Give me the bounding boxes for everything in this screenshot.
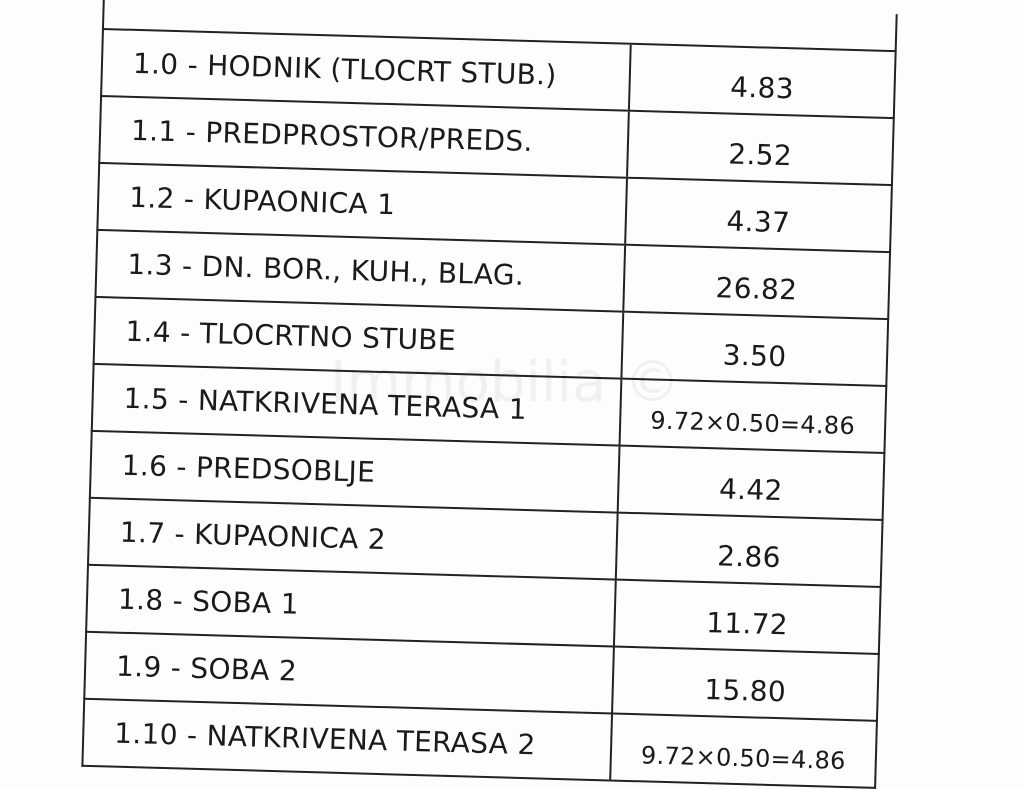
- room-name: 1.5 - NATKRIVENA TERASA 1: [92, 364, 623, 445]
- room-name: 1.1 - PREDPROSTOR/PREDS.: [100, 97, 630, 177]
- room-name: 1.4 - TLOCRTNO STUBE: [94, 297, 625, 378]
- room-name: 1.8 - SOBA 1: [87, 565, 617, 646]
- room-area: 15.80: [703, 673, 787, 709]
- room-area: 2.52: [727, 137, 793, 173]
- room-area: 2.86: [716, 539, 782, 575]
- room-area: 4.42: [718, 472, 784, 508]
- room-area: 4.83: [729, 70, 795, 106]
- room-name: 1.7 - KUPAONICA 2: [89, 498, 619, 579]
- room-area: 26.82: [715, 271, 798, 307]
- room-area: 11.72: [705, 606, 789, 642]
- room-area: 4.37: [726, 204, 791, 240]
- room-name: 1.2 - KUPAONICA 1: [98, 163, 628, 244]
- room-name: 1.3 - DN. BOR., KUH., BLAG.: [96, 230, 627, 311]
- room-area-table: 1.0 - HODNIK (TLOCRT STUB.) 4.83 1.1 - PRE…: [81, 0, 898, 789]
- room-area: 3.50: [722, 338, 787, 374]
- room-name: 1.6 - PREDSOBLJE: [90, 431, 621, 512]
- room-area: 9.72×0.50=4.86: [649, 405, 856, 440]
- room-area: 9.72×0.50=4.86: [640, 740, 847, 775]
- room-name: 1.0 - HODNIK (TLOCRT STUB.): [102, 30, 632, 110]
- room-name: 1.9 - SOBA 2: [85, 632, 615, 713]
